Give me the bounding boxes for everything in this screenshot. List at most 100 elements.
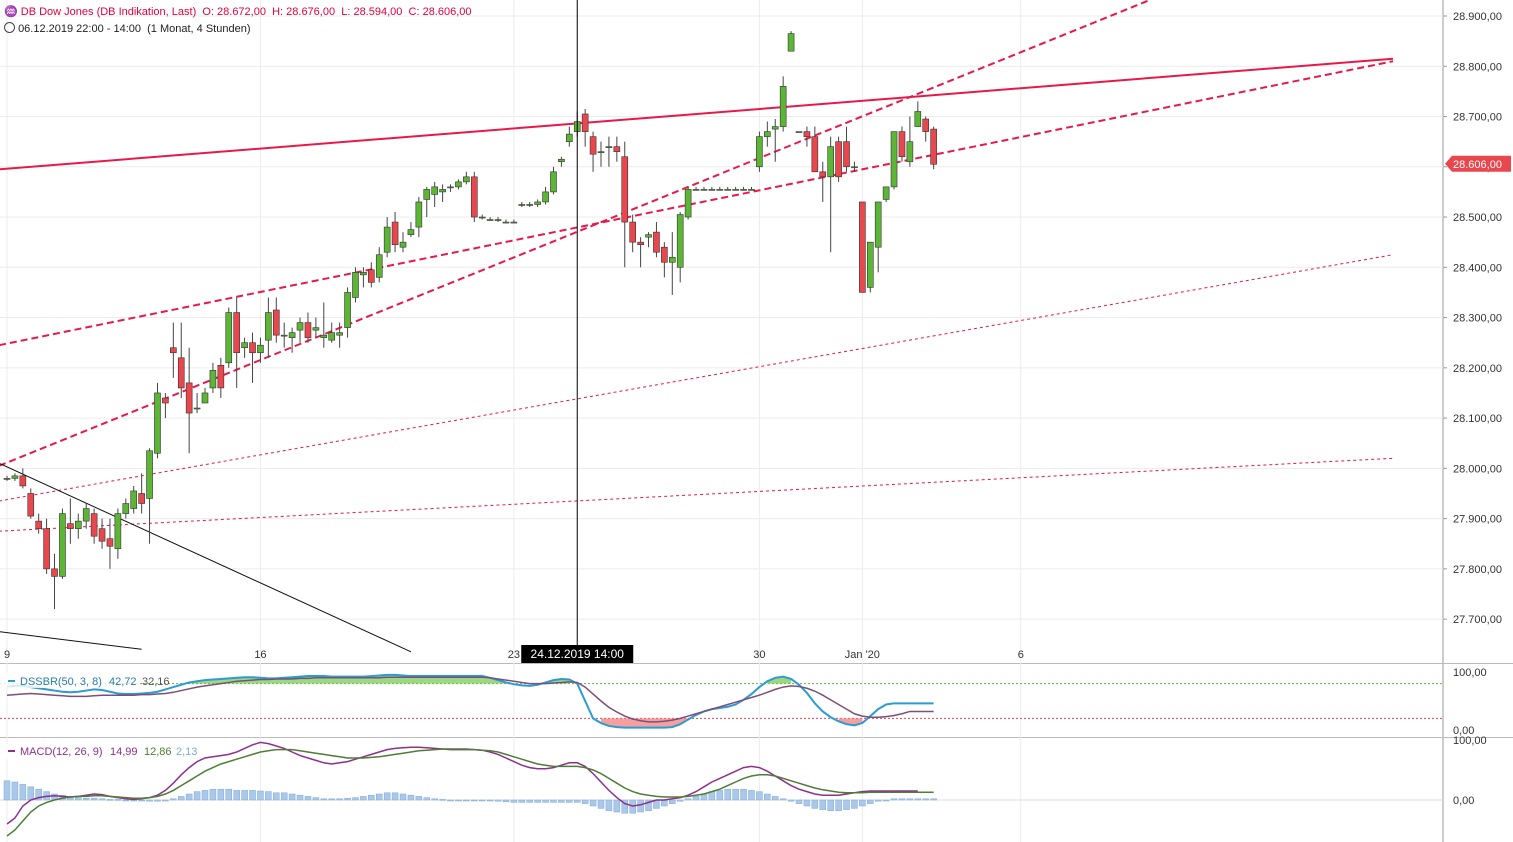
candle	[455, 179, 462, 190]
macd-histogram-bar	[890, 798, 898, 801]
candle-body	[170, 347, 177, 354]
dss-oversold-fill	[838, 718, 863, 726]
candle-body	[328, 332, 336, 341]
candle-body	[764, 131, 771, 137]
candle	[82, 503, 90, 529]
candle-body	[138, 493, 145, 504]
candle-body	[645, 234, 652, 238]
candle	[344, 287, 351, 338]
macd-histogram-bar	[296, 794, 304, 801]
candle	[19, 468, 27, 489]
macd-histogram-bar	[518, 799, 526, 803]
candle-body	[629, 221, 636, 243]
candle-body	[906, 141, 914, 163]
dss-legend-bg	[0, 673, 140, 688]
candle-body	[463, 176, 470, 183]
macd-histogram-bar	[82, 797, 90, 801]
candle-body	[898, 131, 906, 158]
candle-body	[304, 322, 312, 338]
candle	[890, 131, 898, 190]
candle-body	[19, 475, 27, 487]
candle	[684, 186, 692, 220]
candle-body	[431, 186, 438, 195]
macd-histogram-bar	[170, 798, 177, 801]
macd-histogram-bar	[510, 799, 518, 803]
candle-body	[518, 204, 526, 206]
macd-histogram-bar	[399, 793, 407, 801]
y-tick-label: 28.200,00	[1453, 363, 1502, 375]
candle	[930, 126, 937, 170]
y-tick-label: 28.400,00	[1453, 262, 1502, 274]
candle-body	[241, 342, 248, 349]
candle	[233, 297, 240, 388]
macd-histogram-bar	[193, 791, 201, 801]
candle-body	[613, 146, 621, 153]
macd-histogram-bar	[787, 799, 795, 802]
candle	[11, 473, 19, 481]
macd-histogram-bar	[209, 788, 217, 801]
macd-histogram-bar	[542, 799, 549, 803]
candle-body	[407, 229, 415, 235]
macd-histogram-bar	[637, 799, 644, 813]
candle	[914, 101, 922, 127]
candle	[312, 317, 320, 338]
candle-body	[67, 523, 74, 529]
macd-histogram-bar	[328, 798, 335, 801]
candle	[661, 242, 668, 278]
macd-histogram-bar	[304, 796, 312, 801]
macd-histogram-bar	[851, 799, 858, 809]
macd-histogram-bar	[154, 799, 161, 802]
candle	[478, 214, 486, 220]
candle-body	[653, 231, 660, 253]
macd-histogram-bar	[368, 794, 375, 801]
candle-body	[344, 292, 351, 328]
candle	[407, 222, 415, 238]
candle-body	[732, 189, 739, 191]
range-text: 06.12.2019 22:00 - 14:00	[18, 23, 142, 35]
candle-body	[922, 118, 930, 132]
candle	[399, 232, 407, 253]
candle-body	[692, 189, 700, 191]
candle-body	[3, 478, 11, 480]
candle-body	[265, 312, 272, 341]
y-tick-label: 28.000,00	[1453, 463, 1502, 475]
candle-body	[447, 186, 454, 189]
x-tick-label: 16	[254, 649, 266, 661]
candle-body	[597, 151, 605, 154]
macd-histogram-bar	[447, 799, 454, 802]
macd-histogram-bar	[692, 796, 700, 801]
candle	[771, 119, 779, 162]
candle	[162, 392, 169, 419]
macd-histogram-bar	[874, 799, 882, 802]
candle-body	[98, 528, 106, 542]
macd-histogram-bar	[573, 799, 581, 803]
candle	[518, 201, 526, 207]
candle	[835, 136, 842, 182]
candle	[423, 186, 431, 218]
candle	[668, 232, 676, 295]
macd-histogram-bar	[185, 793, 193, 801]
macd-histogram-bar	[803, 799, 811, 807]
macd-histogram-bar	[898, 798, 906, 801]
macd-histogram-bar	[35, 788, 42, 801]
candle	[51, 553, 58, 610]
dss-legend-name: DSSBR(50, 3, 8)	[20, 676, 102, 688]
candle	[542, 186, 549, 205]
candle-body	[882, 186, 890, 200]
candle-body	[122, 503, 130, 514]
candle-body	[201, 392, 209, 404]
macd-histogram-bar	[605, 799, 613, 812]
candle-body	[35, 520, 42, 529]
candle	[645, 232, 652, 248]
candle-body	[209, 370, 217, 389]
x-tick-label: 23	[508, 649, 520, 661]
y-tick-label: 27.900,00	[1453, 514, 1502, 526]
candle-body	[795, 131, 803, 133]
macd-histogram-bar	[566, 799, 573, 803]
candle	[241, 337, 248, 358]
x-tick-label: Jan '20	[845, 649, 880, 661]
candle	[383, 217, 391, 258]
dss-tick-label: 100,00	[1453, 667, 1487, 679]
